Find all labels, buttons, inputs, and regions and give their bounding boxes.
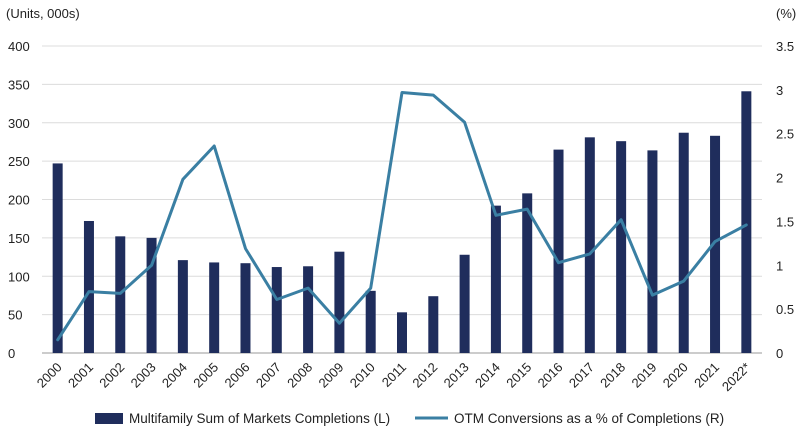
bar <box>710 135 721 353</box>
bar <box>553 149 564 353</box>
x-tick-label: 2022* <box>719 360 754 395</box>
legend-line-label: OTM Conversions as a % of Completions (R… <box>454 411 724 426</box>
left-tick-label: 150 <box>8 231 30 246</box>
x-tick-label: 2014 <box>472 360 503 391</box>
line-series <box>56 91 748 342</box>
left-tick-label: 400 <box>8 39 30 54</box>
x-tick-label: 2019 <box>628 360 659 391</box>
bar <box>334 251 345 353</box>
bar <box>303 266 314 353</box>
right-tick-label: 3 <box>776 83 783 98</box>
bar <box>146 237 157 353</box>
left-axis-ticks: 0 50 100 150 200 250 300 350 400 <box>8 39 30 361</box>
x-tick-label: 2013 <box>441 360 472 391</box>
bar <box>52 163 63 353</box>
x-tick-label: 2000 <box>34 360 65 391</box>
bar <box>209 262 220 353</box>
x-axis-ticks: 2000 2001 2002 2003 2004 2005 2006 2007 2008 2009… <box>34 360 754 395</box>
bar <box>522 193 533 353</box>
left-tick-label: 0 <box>8 346 15 361</box>
x-tick-label: 2016 <box>535 360 566 391</box>
legend: Multifamily Sum of Markets Completions (… <box>95 411 724 426</box>
bar <box>616 141 627 353</box>
right-tick-label: 1 <box>776 258 783 273</box>
right-tick-label: 2 <box>776 171 783 186</box>
x-tick-label: 2006 <box>222 360 253 391</box>
left-tick-label: 300 <box>8 116 30 131</box>
right-axis-label: (%) <box>776 6 796 21</box>
left-tick-label: 100 <box>8 269 30 284</box>
right-tick-label: 3.5 <box>776 39 794 54</box>
bar <box>490 205 501 353</box>
x-tick-label: 2018 <box>597 360 628 391</box>
bar <box>459 254 470 353</box>
bar <box>428 296 439 353</box>
x-tick-label: 2015 <box>503 360 534 391</box>
x-tick-label: 2012 <box>409 360 440 391</box>
x-tick-label: 2021 <box>691 360 722 391</box>
bar <box>584 137 595 353</box>
bar <box>83 220 94 353</box>
x-tick-label: 2001 <box>65 360 96 391</box>
bar <box>397 312 407 353</box>
legend-bar-swatch <box>95 413 123 424</box>
x-tick-label: 2011 <box>379 360 409 390</box>
x-tick-label: 2002 <box>96 360 127 391</box>
right-axis-ticks: 0 0.5 1 1.5 2 2.5 3 3.5 <box>776 39 794 361</box>
bar-series <box>52 91 752 353</box>
x-tick-label: 2007 <box>253 360 284 391</box>
x-tick-label: 2004 <box>159 360 190 391</box>
x-tick-label: 2009 <box>315 360 346 391</box>
x-tick-label: 2017 <box>566 360 597 391</box>
x-tick-label: 2008 <box>284 360 315 391</box>
bar <box>741 91 752 353</box>
left-tick-label: 350 <box>8 77 30 92</box>
right-tick-label: 0.5 <box>776 302 794 317</box>
right-tick-label: 0 <box>776 346 783 361</box>
bar <box>678 132 689 353</box>
bar <box>271 267 282 353</box>
x-tick-label: 2005 <box>190 360 221 391</box>
left-tick-label: 50 <box>8 308 22 323</box>
bar <box>647 150 658 353</box>
right-tick-label: 2.5 <box>776 127 794 142</box>
left-tick-label: 250 <box>8 154 30 169</box>
x-tick-label: 2003 <box>128 360 159 391</box>
bar <box>177 260 188 353</box>
bar <box>240 263 251 353</box>
right-tick-label: 1.5 <box>776 214 794 229</box>
conversion-line <box>56 91 748 342</box>
legend-bar-label: Multifamily Sum of Markets Completions (… <box>129 411 390 426</box>
left-axis-label: (Units, 000s) <box>6 6 80 21</box>
x-tick-label: 2020 <box>660 360 691 391</box>
x-tick-label: 2010 <box>347 360 378 391</box>
left-tick-label: 200 <box>8 193 30 208</box>
bar <box>365 290 376 353</box>
